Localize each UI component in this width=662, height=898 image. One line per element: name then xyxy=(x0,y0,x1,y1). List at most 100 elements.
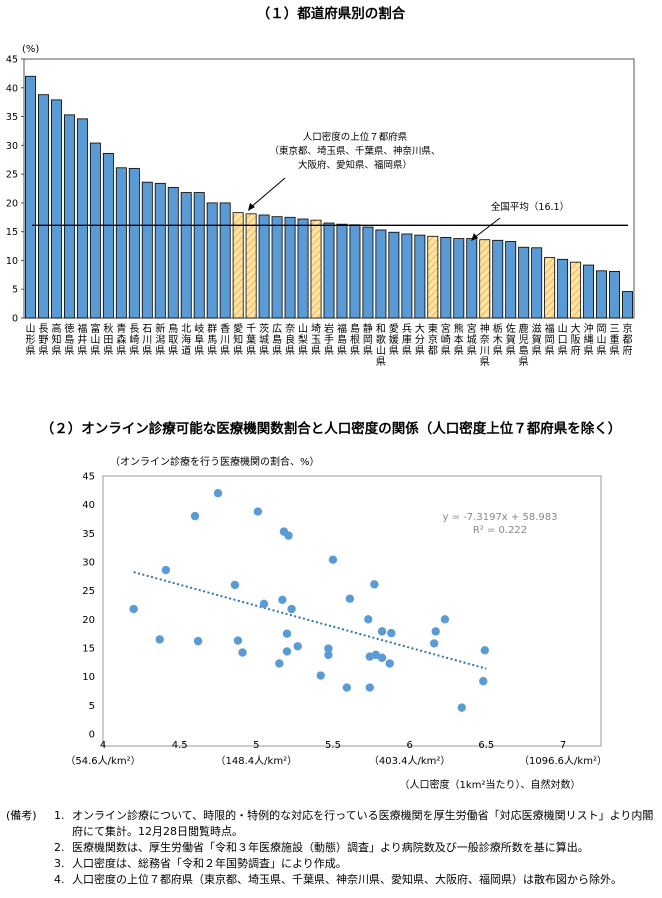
y-tick-label: 35 xyxy=(82,529,95,540)
bar xyxy=(349,224,361,319)
x-sublabel: （54.6人/km²） xyxy=(65,755,140,767)
bar xyxy=(427,235,439,319)
scatter-point xyxy=(328,555,338,564)
category-label-char: 県 xyxy=(402,345,412,357)
category-label-char: 京 xyxy=(623,322,633,335)
category-label-char: 県 xyxy=(155,345,165,357)
y-tick-label: 30 xyxy=(82,558,95,569)
category-label-char: 京 xyxy=(428,333,438,346)
category-label-char: 口 xyxy=(558,335,568,346)
scatter-points xyxy=(129,489,489,712)
category-label-char: 県 xyxy=(480,356,490,368)
category-label-char: 青 xyxy=(116,322,126,335)
category-label-char: 府 xyxy=(623,344,633,357)
scatter-point xyxy=(345,594,355,603)
scatter-point xyxy=(431,627,440,636)
bar xyxy=(128,167,140,319)
scatter-point xyxy=(230,580,240,590)
top7-arrow xyxy=(249,177,286,209)
category-label-char: 県 xyxy=(493,345,503,357)
x-tick-label: 7 xyxy=(560,740,566,751)
trendline xyxy=(133,571,487,670)
category-label-char: 県 xyxy=(376,356,386,368)
category-label-char: 馬 xyxy=(207,334,217,346)
category-label-char: 歌 xyxy=(376,333,386,346)
bar xyxy=(323,222,335,319)
bar xyxy=(453,238,465,319)
category-label-char: 香 xyxy=(220,323,230,335)
y-tick-label: 30 xyxy=(6,141,18,152)
bar xyxy=(193,192,205,319)
category-label-char: 高 xyxy=(51,322,61,335)
category-label-char: 島 xyxy=(350,322,360,335)
y-tick-label: 45 xyxy=(6,55,18,66)
scatter-point xyxy=(282,629,292,638)
category-label-char: 県 xyxy=(194,345,204,357)
scatter-point xyxy=(370,580,379,589)
category-label-char: 岡 xyxy=(363,334,373,346)
bar xyxy=(297,218,309,319)
category-label-char: 長 xyxy=(129,323,139,335)
x-sublabel: （1096.6人/km²） xyxy=(519,755,607,767)
bar xyxy=(310,219,322,319)
category-label-char: 田 xyxy=(103,335,113,346)
category-label-char: 大 xyxy=(415,322,425,335)
category-label-char: 形 xyxy=(25,334,35,346)
category-label-char: 愛 xyxy=(389,322,399,335)
category-label-char: 県 xyxy=(285,345,295,357)
top7-annotation-line1: 人口密度の上位７都府県 xyxy=(303,131,408,143)
scatter-chart: （オンライン診療を行う医療機関の割合、%） 051015202530354045… xyxy=(65,455,607,791)
category-label-char: 県 xyxy=(350,345,360,357)
category-label-char: 都 xyxy=(428,345,438,357)
y-tick-label: 25 xyxy=(6,170,18,181)
category-label-char: 庫 xyxy=(402,333,412,346)
category-label-char: 山 xyxy=(597,334,607,346)
y-tick-label: 10 xyxy=(82,672,95,683)
bar xyxy=(518,246,530,319)
category-label-char: 県 xyxy=(38,345,48,357)
scatter-point xyxy=(377,627,387,636)
bar xyxy=(232,212,244,319)
category-label-char: 玉 xyxy=(311,335,321,346)
category-label-char: 潟 xyxy=(155,333,165,346)
category-label-char: 県 xyxy=(298,345,308,357)
y-tick-label: 35 xyxy=(6,112,18,123)
category-label-char: 島 xyxy=(337,333,347,346)
category-label-char: 新 xyxy=(155,322,165,335)
category-label-char: 手 xyxy=(324,333,334,346)
bar xyxy=(167,186,179,319)
category-label-char: 県 xyxy=(311,345,321,357)
average-arrowhead xyxy=(471,233,478,241)
category-label-char: 県 xyxy=(142,345,152,357)
category-label-char: 県 xyxy=(324,345,334,357)
chart2-ylabel: （オンライン診療を行う医療機関の割合、%） xyxy=(110,455,320,468)
scatter-point xyxy=(233,636,243,645)
category-label-char: 広 xyxy=(272,322,282,335)
bar xyxy=(375,229,387,319)
category-label-char: 愛 xyxy=(233,322,243,335)
bar xyxy=(362,226,374,319)
category-label-char: 石 xyxy=(142,324,152,335)
note-item: 2. 医療機関数は、厚生労働省「令和３年医療施設（動態）調査」より病院数及び一般… xyxy=(6,840,656,856)
scatter-point xyxy=(365,683,374,692)
category-label-char: 城 xyxy=(467,334,477,346)
category-label-char: 県 xyxy=(116,345,126,357)
category-label-char: 取 xyxy=(168,334,178,346)
notes: (備考) 1. オンライン診療について、時限的・特例的な対応を行っている医療機関… xyxy=(6,808,656,888)
bar xyxy=(336,223,348,319)
category-label-char: 北 xyxy=(181,323,191,335)
bar xyxy=(271,216,283,319)
scatter-point xyxy=(238,648,247,657)
category-label-char: 野 xyxy=(38,334,48,346)
category-label-char: 知 xyxy=(233,333,243,346)
bar xyxy=(466,238,478,319)
category-label-char: 崎 xyxy=(129,333,139,346)
scatter-point xyxy=(259,599,269,609)
bar xyxy=(505,241,517,319)
category-label-char: 岩 xyxy=(324,322,334,335)
x-sublabel: （403.4人/km²） xyxy=(369,755,451,767)
category-label-char: 岐 xyxy=(194,322,204,335)
category-label-char: 兵 xyxy=(402,322,412,335)
category-label-char: 森 xyxy=(116,333,126,346)
category-label-char: 県 xyxy=(207,345,217,357)
